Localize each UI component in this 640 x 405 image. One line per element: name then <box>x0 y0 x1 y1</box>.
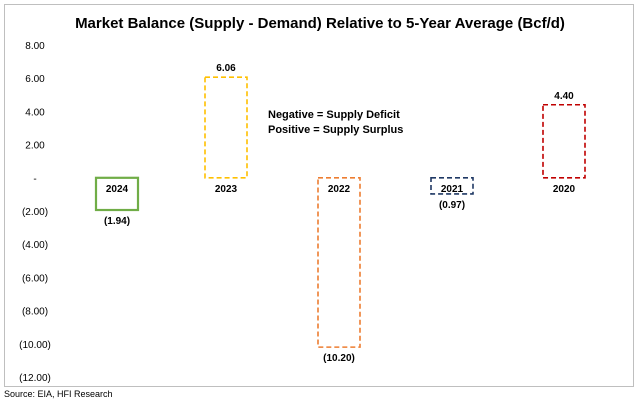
bar <box>317 177 361 348</box>
x-tick-label: 2021 <box>441 184 464 195</box>
y-tick-label: (8.00) <box>22 307 48 318</box>
y-tick-label: (2.00) <box>22 207 48 218</box>
bar-chart: 8.00 6.00 4.00 2.00 - (2.00) (4.00) (6.00) (8.00… <box>19 41 586 384</box>
y-tick-label: 2.00 <box>25 141 45 152</box>
bar <box>542 103 586 179</box>
y-tick-label: - <box>33 174 36 185</box>
y-tick-label: (4.00) <box>22 240 48 251</box>
y-tick-label: (12.00) <box>19 373 51 384</box>
x-tick-label: 2020 <box>553 184 576 195</box>
y-tick-label: 4.00 <box>25 107 45 118</box>
bar <box>430 177 474 195</box>
bar <box>94 176 140 212</box>
data-label: (1.94) <box>104 216 130 227</box>
chart-title: Market Balance (Supply - Demand) Relativ… <box>75 15 565 32</box>
data-label: (0.97) <box>439 200 465 211</box>
source-note: Source: EIA, HFI Research <box>4 389 113 399</box>
data-label: (10.20) <box>323 353 355 364</box>
y-tick-label: 8.00 <box>25 41 45 52</box>
y-tick-label: (6.00) <box>22 273 48 284</box>
x-tick-label: 2022 <box>328 184 351 195</box>
data-label: 4.40 <box>554 91 574 102</box>
x-tick-label: 2023 <box>215 184 238 195</box>
chart-frame: Market Balance (Supply - Demand) Relativ… <box>4 4 634 387</box>
data-label: 6.06 <box>216 63 236 74</box>
annotation: Positive = Supply Surplus <box>268 124 403 136</box>
x-tick-label: 2024 <box>106 184 129 195</box>
bar <box>204 76 248 179</box>
y-tick-label: 6.00 <box>25 74 45 85</box>
y-tick-label: (10.00) <box>19 340 51 351</box>
annotation: Negative = Supply Deficit <box>268 109 400 121</box>
